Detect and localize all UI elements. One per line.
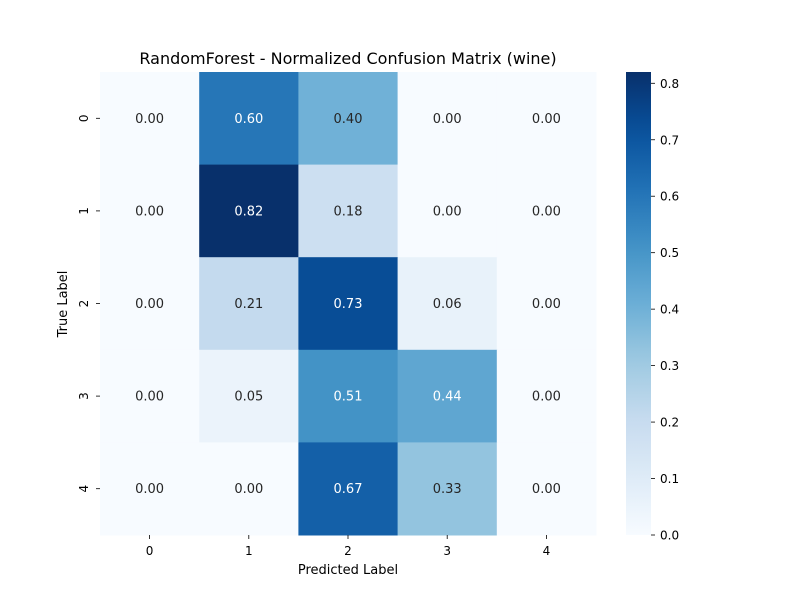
x-axis: 0 1 2 3 4 [146, 535, 550, 558]
x-tick-label: 3 [443, 544, 451, 558]
heatmap-cell-r4-c2 [298, 442, 399, 536]
cell-value-label: 0.00 [532, 297, 561, 312]
colorbar-tick-label: 0.7 [660, 133, 679, 147]
cell-value-label: 0.00 [135, 482, 164, 497]
cell-value-label: 0.00 [234, 482, 263, 497]
cell-value-label: 0.18 [334, 204, 363, 219]
heatmap-cell-r2-c4 [496, 257, 597, 351]
heatmap-cell-r0-c4 [496, 72, 597, 166]
heatmap-cell-r2-c2 [298, 257, 399, 351]
y-tick-label: 3 [77, 392, 91, 400]
colorbar-tick-label: 0.4 [660, 303, 679, 317]
x-tick-label: 4 [543, 544, 551, 558]
cell-value-label: 0.00 [532, 204, 561, 219]
cell-value-label: 0.00 [532, 112, 561, 127]
y-axis: 0 1 2 3 4 [77, 114, 100, 493]
heatmap-cell-r0-c3 [397, 72, 498, 166]
y-tick-label: 0 [77, 114, 91, 122]
y-tick-label: 2 [77, 300, 91, 308]
cell-value-label: 0.00 [532, 482, 561, 497]
chart-title: RandomForest - Normalized Confusion Matr… [139, 49, 556, 68]
cell-value-label: 0.00 [135, 390, 164, 405]
heatmap-cell-r0-c2 [298, 72, 399, 166]
heatmap-cell-r0-c0 [100, 72, 200, 166]
colorbar-gradient [626, 72, 651, 535]
heatmap-cell-r3-c2 [298, 349, 399, 443]
cell-value-label: 0.67 [334, 482, 363, 497]
cell-value-label: 0.00 [532, 390, 561, 405]
heatmap-cell-r4-c1 [199, 442, 299, 536]
heatmap-cell-r2-c0 [100, 257, 200, 351]
cell-value-label: 0.00 [135, 112, 164, 127]
cell-value-label: 0.60 [234, 112, 263, 127]
heatmap-cell-r3-c1 [199, 349, 299, 443]
y-tick-label: 1 [77, 207, 91, 215]
heatmap-cell-r1-c1 [199, 164, 299, 258]
heatmap-cell-r2-c3 [397, 257, 498, 351]
cell-value-label: 0.82 [234, 204, 263, 219]
heatmap-cell-r4-c3 [397, 442, 498, 536]
colorbar-tick-label: 0.3 [660, 359, 679, 373]
colorbar-tick-label: 0.2 [660, 416, 679, 430]
heatmap-cell-r1-c4 [496, 164, 597, 258]
heatmap-cell-r1-c0 [100, 164, 200, 258]
heatmap-cell-r4-c4 [496, 442, 597, 536]
heatmap-cell-r2-c1 [199, 257, 299, 351]
y-axis-label: True Label [56, 271, 71, 339]
cell-value-label: 0.06 [433, 297, 462, 312]
x-axis-label: Predicted Label [298, 563, 398, 578]
heatmap-cell-r1-c2 [298, 164, 399, 258]
heatmap-cell-r3-c4 [496, 349, 597, 443]
cell-value-label: 0.73 [334, 297, 363, 312]
colorbar-tick-label: 0.5 [660, 246, 679, 260]
colorbar-tick-label: 0.8 [660, 77, 679, 91]
heatmap-cells [100, 72, 597, 536]
heatmap-cell-r3-c3 [397, 349, 498, 443]
x-tick-label: 1 [245, 544, 253, 558]
cell-value-label: 0.00 [135, 297, 164, 312]
colorbar-tick-label: 0.1 [660, 472, 679, 486]
cell-value-label: 0.05 [234, 390, 263, 405]
cell-value-label: 0.51 [334, 390, 363, 405]
heatmap-cell-r0-c1 [199, 72, 299, 166]
x-tick-label: 0 [146, 544, 154, 558]
cell-value-label: 0.00 [433, 112, 462, 127]
y-tick-label: 4 [77, 485, 91, 493]
x-tick-label: 2 [344, 544, 352, 558]
colorbar: 0.0 0.1 0.2 0.3 0.4 0.5 0.6 0.7 0.8 [626, 72, 679, 543]
colorbar-tick-label: 0.6 [660, 190, 679, 204]
cell-value-label: 0.00 [433, 204, 462, 219]
cell-value-label: 0.21 [234, 297, 263, 312]
cell-value-label: 0.40 [334, 112, 363, 127]
cell-value-label: 0.44 [433, 390, 462, 405]
heatmap-cell-r1-c3 [397, 164, 498, 258]
heatmap-cell-r4-c0 [100, 442, 200, 536]
cell-value-label: 0.00 [135, 204, 164, 219]
colorbar-tick-label: 0.0 [660, 529, 679, 543]
cell-value-label: 0.33 [433, 482, 462, 497]
heatmap-cell-labels: 0.00 0.60 0.40 0.00 0.00 0.00 0.82 0.18 0.00 0.00… [135, 112, 561, 497]
heatmap-cell-r3-c0 [100, 349, 200, 443]
